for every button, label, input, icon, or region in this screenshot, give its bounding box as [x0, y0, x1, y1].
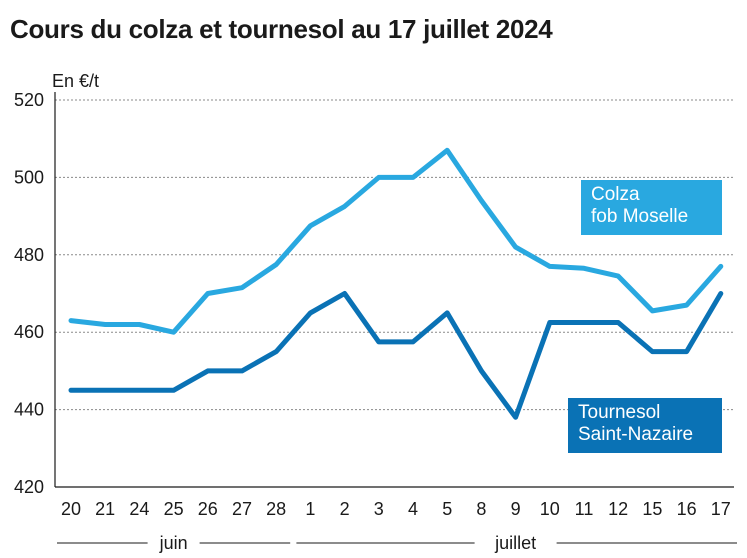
month-label-juin: juin [159, 533, 188, 553]
series-line-colza [68, 147, 724, 335]
x-tick-label-1: 1 [305, 499, 315, 519]
x-tick-label-26: 26 [198, 499, 218, 519]
y-tick-label-500: 500 [14, 167, 44, 187]
x-tick-label-20: 20 [61, 499, 81, 519]
x-tick-label-2: 2 [340, 499, 350, 519]
x-tick-label-16: 16 [677, 499, 697, 519]
x-tick-label-12: 12 [608, 499, 628, 519]
x-tick-label-11: 11 [575, 499, 594, 519]
x-tick-label-3: 3 [374, 499, 384, 519]
x-tick-label-25: 25 [164, 499, 184, 519]
grid-lines [55, 99, 734, 411]
series-line-tournesol [68, 291, 724, 420]
x-tick-label-15: 15 [642, 499, 662, 519]
series-lines [68, 147, 724, 420]
y-axis-ticks: 420 440 460 480 500 520 [14, 90, 44, 497]
month-label-juillet: juillet [494, 533, 536, 553]
y-tick-label-460: 460 [14, 322, 44, 342]
x-tick-label-17: 17 [711, 499, 731, 519]
y-tick-label-520: 520 [14, 90, 44, 110]
y-tick-label-420: 420 [14, 477, 44, 497]
axes [54, 92, 734, 488]
legend-colza-line1: Colza [591, 184, 640, 205]
x-tick-label-10: 10 [540, 499, 560, 519]
x-tick-label-24: 24 [129, 499, 149, 519]
legend-tournesol-line1: Tournesol [578, 402, 661, 423]
legend-tournesol: Tournesol Saint-Nazaire [568, 398, 722, 453]
x-tick-label-9: 9 [511, 499, 521, 519]
x-tick-label-4: 4 [408, 499, 418, 519]
x-axis-ticks: 20 21 24 25 26 27 28 1 2 3 4 5 8 9 10 11 12 15 16 17 [61, 499, 731, 519]
y-tick-label-480: 480 [14, 245, 44, 265]
month-groups: juin juillet [57, 533, 737, 553]
x-tick-label-28: 28 [266, 499, 286, 519]
legend-tournesol-line2: Saint-Nazaire [578, 424, 694, 445]
x-tick-label-8: 8 [476, 499, 486, 519]
y-axis-unit-label: En €/t [52, 71, 99, 91]
legend-colza: Colza fob Moselle [581, 180, 722, 235]
y-tick-label-440: 440 [14, 400, 44, 420]
x-tick-label-21: 21 [95, 499, 115, 519]
x-tick-label-5: 5 [442, 499, 452, 519]
legend-colza-line2: fob Moselle [591, 206, 689, 227]
x-tick-label-27: 27 [232, 499, 252, 519]
chart-title: Cours du colza et tournesol au 17 juille… [10, 14, 553, 44]
